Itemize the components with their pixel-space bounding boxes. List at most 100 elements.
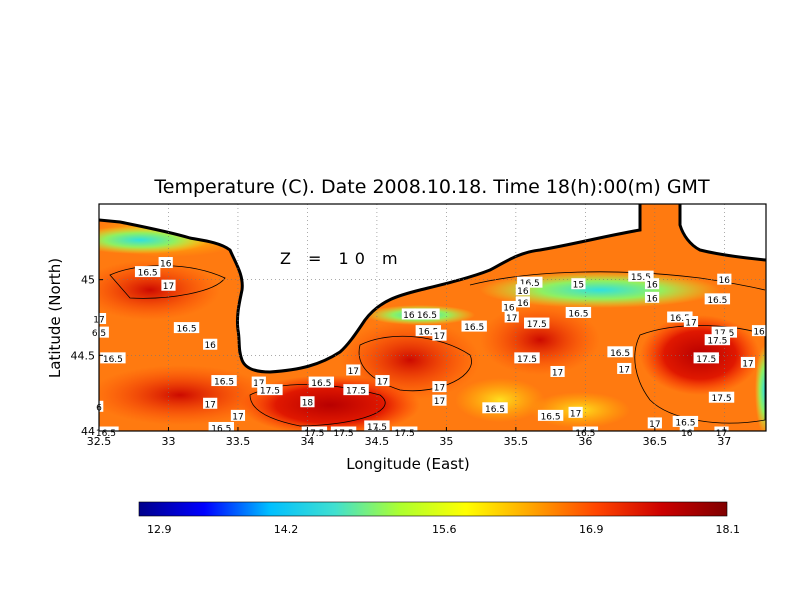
contour-label-box [667,311,693,323]
contour-label-box [93,426,119,438]
contour-label-text: 16.5 [96,429,116,439]
contour-label-text: 16.5 [520,279,540,289]
caucasus-coastline [678,204,766,262]
contour-label-text: 16.5 [418,328,438,338]
contour-label-box [300,396,315,408]
contour-label: 17 [432,394,447,407]
contour-label-text: 17 [434,332,445,342]
contour-label: 17.5 [704,334,731,347]
contour-label-box [504,311,519,323]
contour-label-box [392,426,418,438]
contour-label-box [514,352,540,364]
contour-label-text: 17.5 [395,429,415,439]
colorbar-tick-label: 18.1 [716,523,741,536]
contour-label-box [672,415,699,427]
contour-label-box [644,291,660,303]
contour-label-box [704,293,731,305]
contour-17-south [249,384,386,427]
x-tick-label: 33 [161,435,175,448]
depth-annotation: Z = 10 m [280,249,404,268]
contour-label-box [537,409,564,421]
contour-label-box [211,375,237,387]
contour-label: 16 [751,325,767,338]
contour-label-box [550,365,565,377]
contour-label: 17 [504,311,519,324]
contour-label-box [515,296,530,308]
contour-label: 17.5 [392,426,418,439]
contour-16-5-northeast [469,271,766,291]
contour-label: 16 [515,296,530,309]
plot-frame [98,203,767,432]
contour-label-box [161,279,176,291]
contour-label-box [203,338,218,350]
contour-label: 16.5 [482,402,508,415]
contour-label-box [364,420,390,432]
contour-label: 17 [230,409,246,422]
contour-label: 17.5 [524,317,550,330]
contour-label: 17 [714,426,729,439]
contour-label-box [740,356,756,368]
coastline [99,204,766,374]
contour-label-box [346,364,361,376]
contour-label-text: 16 [403,311,415,321]
contour-label-box [751,325,767,337]
contour-label-text: 17 [506,314,517,324]
contour-label: 16.5 [672,415,699,428]
contour-label: 16 [158,257,173,270]
contour-label-text: 16 [719,276,731,286]
caucasus-land [680,204,766,260]
y-tick-label: 44 [81,425,95,438]
contour-label-box [432,381,447,393]
contour-label-box [501,300,517,312]
contour-label-text: 16.5 [211,424,231,434]
contour-label-box [711,326,738,338]
contour-label-box [173,322,200,334]
contour-label: 16.5 [211,375,237,388]
contour-label: 16.5 [572,426,599,439]
x-tick-label: 32.5 [87,435,112,448]
contour-label-box [515,284,530,296]
contour-label-text: 16 [646,294,658,304]
contour-label-box [714,426,729,438]
contour-label-box [647,417,662,429]
contour-label: 16 [644,291,660,304]
contour-label-box [644,278,660,290]
contour-label-text: 17.5 [696,355,716,365]
contour-label-text: 16.5 [103,355,123,365]
contour-label-box [432,394,447,406]
x-axis-label: Longitude (East) [346,455,469,473]
x-tick-label: 35 [439,435,453,448]
contour-label-text: 17.5 [712,394,732,404]
contour-label: 16.5 [461,320,487,333]
contour-label-text: 17 [163,282,174,292]
contour-label-box [432,329,447,341]
y-axis-ticks: 44 44.5 45 [71,274,103,438]
contour-label-box [375,375,390,387]
y-axis-label: Latitude (North) [46,258,64,378]
contour-label-box [251,376,266,388]
contour-label-text: 17 [434,397,445,407]
contour-label-box [158,257,173,269]
contour-label: 17.5 [343,384,369,397]
contour-label: 16.5 [414,308,440,321]
contour-label-box [683,316,699,328]
contour-label-text: 17 [204,400,215,410]
contour-label-text: 17 [619,365,630,375]
contour-label-text: 16 [646,281,658,291]
contour-label: 16 [203,338,218,351]
contour-label-box [565,306,592,318]
contour-label: 17 [251,376,266,389]
contour-label-text: 17.5 [346,387,366,397]
contour-label: 16.5 [517,276,543,289]
contour-label-text: 17 [570,409,581,419]
contour-17-east [634,325,766,424]
colorbar-tick-label: 16.9 [579,523,604,536]
contour-label-text: 16.5 [541,412,561,422]
contour-label: 17 [346,364,361,377]
contour-label: 16 [501,300,517,313]
contour-label-box [343,384,369,396]
contour-label-text: 17.5 [304,429,324,439]
y-tick-label: 44.5 [71,349,96,362]
contour-label: 17 [161,279,176,292]
colorbar-tick-label: 14.2 [274,523,299,536]
